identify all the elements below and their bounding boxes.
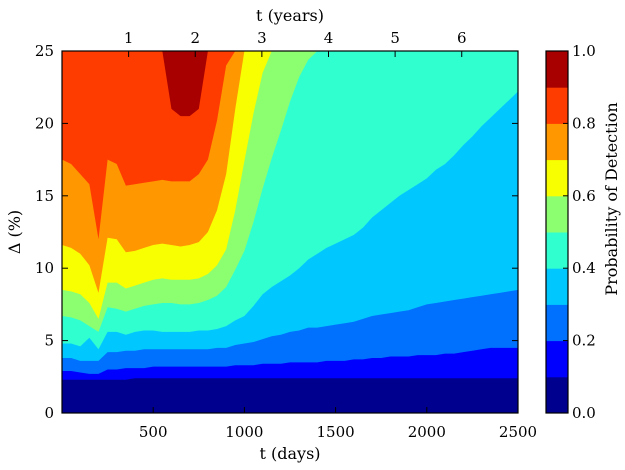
colorbar-label: Probability of Detection	[602, 102, 621, 295]
top-tick-label: 4	[324, 29, 334, 47]
x-tick-label: 2500	[499, 423, 537, 441]
y-tick-label: 5	[44, 332, 54, 350]
y-tick-label: 25	[35, 42, 54, 60]
colorbar-swatch-6	[546, 159, 568, 197]
colorbar-tick-label: 0.0	[572, 404, 596, 422]
top-tick-label: 5	[390, 29, 400, 47]
colorbar-tick-label: 0.6	[572, 187, 596, 205]
colorbar-swatch-1	[546, 340, 568, 378]
x-tick-label: 500	[139, 423, 168, 441]
colorbar-swatch-8	[546, 87, 568, 124]
top-tick-label: 3	[257, 29, 267, 47]
top-tick-label: 1	[124, 29, 134, 47]
colorbar-swatch-4	[546, 232, 568, 269]
y-axis-label: Δ (%)	[5, 210, 24, 254]
top-tick-label: 2	[190, 29, 200, 47]
y-tick-label: 20	[35, 114, 54, 132]
colorbar-swatch-9	[546, 51, 568, 88]
top-tick-label: 6	[457, 29, 467, 47]
colorbar-swatch-7	[546, 123, 568, 161]
colorbar: 0.0 0.2 0.4 0.6 0.8 1.0	[545, 42, 596, 422]
colorbar-swatch-0	[546, 376, 568, 414]
x-axis-label: t (days)	[259, 444, 320, 463]
colorbar-tick-label: 1.0	[572, 42, 596, 60]
axes: 500 1000 1500 2000 2500 0 5 10 15 20 25 1 2 3 4 5 6	[35, 29, 537, 441]
y-tick-label: 15	[35, 187, 54, 205]
x-tick-label: 1000	[225, 423, 263, 441]
colorbar-swatch-2	[546, 304, 568, 342]
top-axis-label: t (years)	[256, 6, 324, 25]
y-tick-label: 0	[44, 404, 54, 422]
heatmap-area	[62, 51, 518, 413]
colorbar-tick-label: 0.8	[572, 114, 596, 132]
x-tick-label: 2000	[408, 423, 446, 441]
plot-frame	[61, 50, 519, 414]
x-tick-label: 1500	[317, 423, 355, 441]
colorbar-tick-label: 0.2	[572, 332, 596, 350]
level-region-9	[62, 51, 518, 117]
colorbar-swatch-5	[546, 195, 568, 233]
colorbar-swatch-3	[546, 268, 568, 305]
colorbar-tick-label: 0.4	[572, 259, 596, 277]
y-tick-label: 10	[35, 259, 54, 277]
colorbar-frame	[545, 50, 569, 414]
